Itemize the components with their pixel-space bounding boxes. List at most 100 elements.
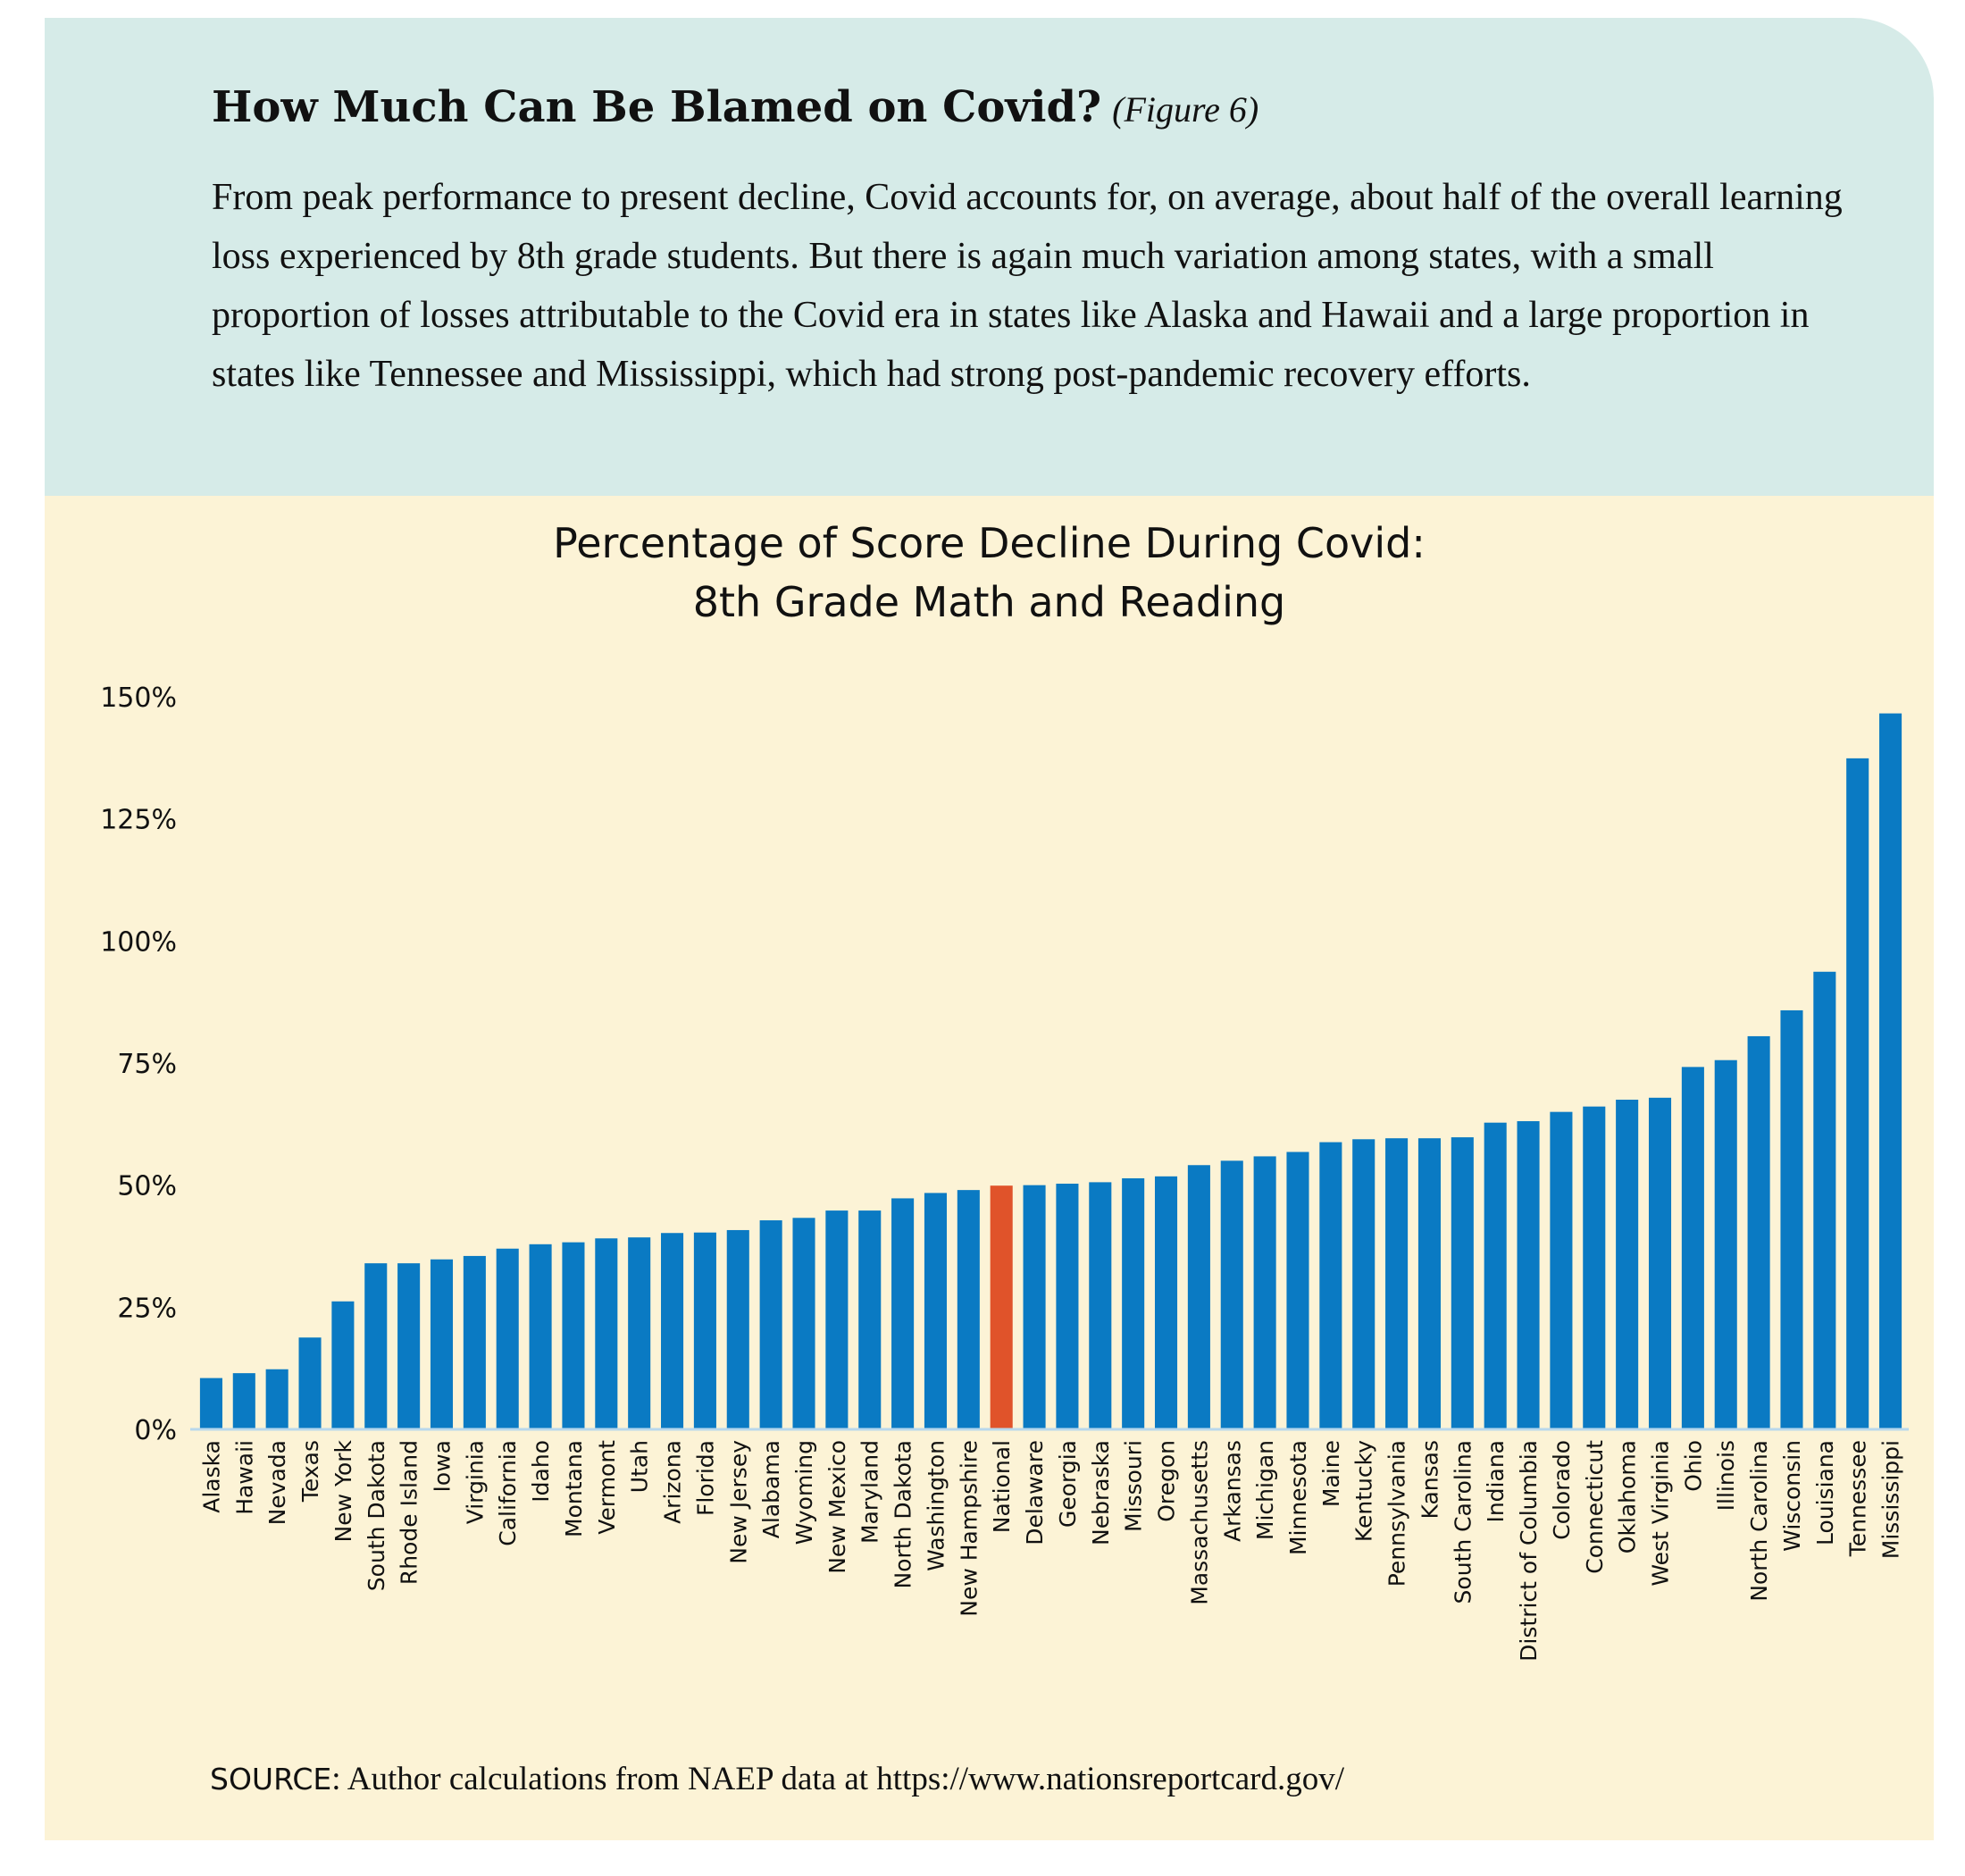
bar-kansas: [1417, 1138, 1441, 1429]
bar-west-virginia: [1648, 1097, 1672, 1429]
x-tick-label: California: [495, 1440, 521, 1546]
bar-nevada: [265, 1369, 288, 1429]
x-tick-label: Iowa: [429, 1440, 455, 1492]
bar-wyoming: [792, 1218, 815, 1429]
figure-description: From peak performance to present decline…: [212, 177, 1843, 395]
x-tick-label: Minnesota: [1285, 1440, 1311, 1555]
bar-louisiana: [1813, 971, 1836, 1429]
x-tick-label: Massachusetts: [1186, 1440, 1212, 1605]
x-tick-label: Washington: [923, 1440, 949, 1571]
x-tick-label: Ohio: [1680, 1440, 1706, 1492]
x-tick-label: Indiana: [1483, 1440, 1509, 1523]
bar-new-mexico: [825, 1210, 849, 1429]
figure-title-text: How Much Can Be Blamed on Covid?: [212, 82, 1102, 132]
bar-hawaii: [232, 1373, 255, 1429]
source-label: SOURCE: [210, 1762, 332, 1796]
bar-michigan: [1253, 1156, 1276, 1429]
source-note: SOURCE: Author calculations from NAEP da…: [210, 1760, 1344, 1798]
x-tick-label: New York: [330, 1439, 356, 1542]
x-tick-label: Maine: [1318, 1440, 1344, 1507]
x-tick-label: Oklahoma: [1615, 1440, 1641, 1554]
x-tick-label: Tennessee: [1845, 1440, 1871, 1557]
bar-alabama: [759, 1220, 782, 1429]
bar-chart: 0% 25% 50% 75% 100% 125% 150% Alaska Hawaii Neva…: [100, 683, 1909, 1662]
x-tick-label: Maryland: [857, 1440, 883, 1544]
bar-washington: [924, 1193, 948, 1429]
x-tick-label: Vermont: [594, 1440, 620, 1535]
bar-missouri: [1122, 1178, 1145, 1429]
figure-card: How Much Can Be Blamed on Covid? (Figure …: [45, 18, 1934, 1840]
figure-reference: (Figure 6): [1112, 89, 1259, 130]
x-tick-label: Florida: [692, 1440, 718, 1516]
x-tick-label: National: [989, 1440, 1015, 1533]
y-tick-label: 125%: [100, 805, 177, 836]
x-tick-label: Connecticut: [1582, 1440, 1608, 1574]
y-tick-label: 75%: [117, 1049, 177, 1080]
y-tick-label: 50%: [117, 1171, 177, 1202]
bar-oregon: [1154, 1176, 1178, 1429]
x-tick-label: West Virginia: [1648, 1440, 1674, 1587]
bar-district-of-columbia: [1517, 1121, 1540, 1429]
bar-florida: [693, 1232, 716, 1429]
x-tick-label: Missouri: [1121, 1440, 1147, 1532]
bar-tennessee: [1846, 758, 1869, 1429]
x-tick-label: Nebraska: [1088, 1440, 1114, 1545]
x-tick-label: South Dakota: [364, 1440, 389, 1591]
bar-montana: [562, 1242, 585, 1429]
x-tick-label: Kansas: [1417, 1440, 1442, 1520]
figure-title: How Much Can Be Blamed on Covid? (Figure …: [212, 82, 1258, 132]
y-tick-label: 0%: [134, 1415, 177, 1446]
x-tick-label: Wisconsin: [1779, 1440, 1805, 1552]
bar-north-carolina: [1747, 1035, 1770, 1429]
x-tick-label: Virginia: [462, 1440, 488, 1524]
x-tick-label: Nevada: [264, 1440, 290, 1525]
bar-california: [496, 1248, 519, 1429]
x-tick-label: Georgia: [1055, 1440, 1081, 1528]
x-axis-labels: Alaska Hawaii Nevada Texas New York South Dak…: [198, 1439, 1903, 1661]
bar-ohio: [1681, 1067, 1704, 1429]
bar-virginia: [463, 1255, 486, 1429]
x-tick-label: Wyoming: [791, 1440, 817, 1545]
x-tick-label: Idaho: [528, 1440, 554, 1503]
x-tick-label: Mississippi: [1878, 1440, 1904, 1559]
bar-minnesota: [1286, 1152, 1309, 1429]
bar-nebraska: [1089, 1182, 1112, 1429]
bar-national: [990, 1185, 1013, 1429]
bar-rhode-island: [397, 1263, 421, 1429]
bar-arkansas: [1220, 1160, 1243, 1429]
bar-connecticut: [1583, 1106, 1606, 1429]
bar-illinois: [1714, 1059, 1737, 1429]
x-tick-label: District of Columbia: [1516, 1440, 1542, 1662]
bar-new-hampshire: [957, 1190, 980, 1429]
x-tick-label: Texas: [297, 1440, 323, 1503]
bar-maine: [1319, 1142, 1342, 1429]
bar-utah: [628, 1237, 651, 1429]
x-tick-label: Alabama: [758, 1440, 784, 1538]
bar-texas: [298, 1337, 322, 1429]
bar-mississippi: [1879, 713, 1902, 1429]
x-tick-label: Hawaii: [231, 1440, 257, 1515]
x-tick-label: Kentucky: [1351, 1440, 1377, 1542]
bar-massachusetts: [1187, 1165, 1210, 1429]
x-tick-label: New Mexico: [824, 1440, 850, 1574]
x-tick-label: Pennsylvania: [1384, 1440, 1410, 1587]
x-tick-label: Delaware: [1022, 1440, 1048, 1545]
bar-pennsylvania: [1385, 1138, 1409, 1429]
y-axis: 0% 25% 50% 75% 100% 125% 150%: [100, 683, 177, 1446]
bar-colorado: [1550, 1111, 1573, 1429]
bar-maryland: [858, 1210, 882, 1429]
bar-delaware: [1023, 1185, 1046, 1429]
bar-oklahoma: [1616, 1100, 1639, 1429]
y-tick-label: 150%: [100, 683, 177, 714]
bar-idaho: [529, 1244, 552, 1429]
bar-new-york: [331, 1301, 355, 1429]
bar-alaska: [199, 1378, 222, 1429]
chart-title-line-1: Percentage of Score Decline During Covid…: [553, 519, 1426, 567]
bars: [199, 713, 1902, 1429]
x-tick-label: Louisiana: [1812, 1440, 1838, 1545]
bar-south-carolina: [1451, 1137, 1474, 1429]
x-tick-label: Colorado: [1549, 1440, 1575, 1540]
bar-wisconsin: [1780, 1009, 1803, 1429]
bar-arizona: [661, 1233, 684, 1429]
bar-georgia: [1056, 1184, 1079, 1429]
